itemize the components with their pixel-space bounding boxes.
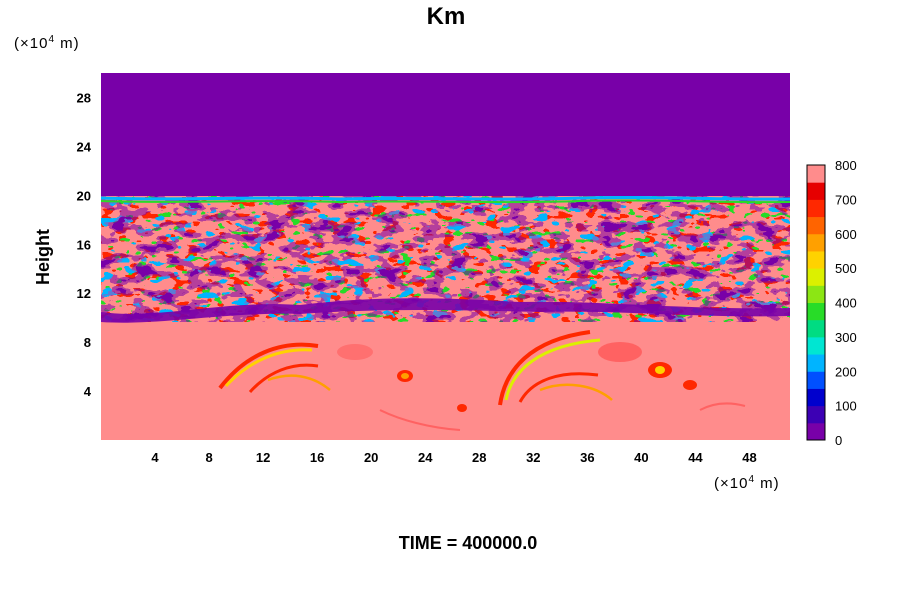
eddy-arc-right-3 <box>539 383 613 401</box>
eddy-arc-left-2 <box>248 363 319 394</box>
chart-title: Km <box>427 3 466 30</box>
upper-boundary-edge-green <box>101 199 790 204</box>
colorbar-swatch <box>807 354 825 372</box>
x-unit-exponent: 4 <box>748 474 755 485</box>
colorbar-swatch <box>807 268 825 286</box>
colorbar-swatch <box>807 250 825 269</box>
x-tick-label: 36 <box>580 450 594 465</box>
colorbar-tick-label: 400 <box>835 296 857 311</box>
eddy-arc-left-inner <box>224 348 313 388</box>
x-tick-label: 40 <box>634 450 648 465</box>
faint-streak-1 <box>379 409 461 431</box>
colorbar <box>807 165 825 441</box>
colorbar-swatch <box>807 233 825 252</box>
colorbar-swatch <box>807 199 825 218</box>
y-tick-label: 16 <box>77 237 91 252</box>
faint-streak-2 <box>699 402 746 411</box>
purple-streak-lower <box>101 298 790 323</box>
y-tick-label: 8 <box>84 335 91 350</box>
eddy-spot-5 <box>598 342 642 362</box>
upper-boundary-edge <box>101 195 790 201</box>
y-unit-prefix: (×10 <box>14 35 48 52</box>
y-tick-label: 12 <box>77 286 91 301</box>
colorbar-swatch <box>807 388 825 407</box>
colorbar-tick-label: 600 <box>835 227 857 242</box>
eddy-arc-left-3 <box>267 374 331 391</box>
colorbar-tick-label: 500 <box>835 261 857 276</box>
x-ticks: 4 8 12 16 20 24 28 32 36 40 44 48 <box>151 450 756 465</box>
y-axis-unit: (×104 m) <box>14 34 80 52</box>
y-ticks: 4 8 12 16 20 24 28 <box>77 90 92 399</box>
colorbar-tick-label: 800 <box>835 158 857 173</box>
colorbar-tick-label: 300 <box>835 330 857 345</box>
eddy-spot-3 <box>457 404 467 412</box>
colorbar-tick-label: 100 <box>835 399 857 414</box>
colorbar-swatch <box>807 165 825 183</box>
eddy-spot-4 <box>337 344 373 360</box>
eddy-spot-1-core <box>401 373 409 379</box>
colorbar-swatch <box>807 285 825 303</box>
time-label: TIME = 400000.0 <box>399 533 538 553</box>
colorbar-swatch <box>807 371 825 389</box>
x-axis-unit: (×104 m) <box>714 474 780 492</box>
colorbar-tick-label: 200 <box>835 364 857 379</box>
x-tick-label: 28 <box>472 450 486 465</box>
x-unit-prefix: (×10 <box>714 475 748 492</box>
colorbar-swatch <box>807 336 825 355</box>
region-upper-layer <box>101 73 790 198</box>
eddy-arc-left-outer <box>218 342 319 390</box>
y-tick-label: 28 <box>77 90 91 105</box>
y-tick-label: 4 <box>84 384 92 399</box>
x-tick-label: 44 <box>688 450 703 465</box>
x-unit-suffix: m) <box>755 475 780 492</box>
y-tick-label: 24 <box>77 139 92 154</box>
eddy-spot-6 <box>683 380 697 390</box>
colorbar-tick-label: 0 <box>835 433 842 448</box>
colorbar-tick-label: 700 <box>835 192 857 207</box>
x-tick-label: 12 <box>256 450 270 465</box>
plot-area <box>101 73 790 440</box>
y-unit-exponent: 4 <box>48 34 55 45</box>
x-tick-label: 16 <box>310 450 324 465</box>
eddy-arc-right-2 <box>518 372 599 403</box>
colorbar-swatch <box>807 182 825 200</box>
colorbar-swatch <box>807 405 825 424</box>
x-tick-label: 32 <box>526 450 540 465</box>
colorbar-ticks: 0 100 200 300 400 500 600 700 800 <box>835 158 857 448</box>
y-axis-label: Height <box>33 229 53 285</box>
x-tick-label: 24 <box>418 450 433 465</box>
x-tick-label: 48 <box>742 450 756 465</box>
colorbar-swatch <box>807 302 825 321</box>
x-tick-label: 4 <box>151 450 159 465</box>
colorbar-swatch <box>807 422 825 441</box>
eddy-arc-right-outer <box>498 330 591 406</box>
colorbar-swatch <box>807 216 825 235</box>
x-tick-label: 8 <box>205 450 212 465</box>
colorbar-frame <box>806 164 826 441</box>
y-tick-label: 20 <box>77 188 91 203</box>
eddy-arc-right-inner <box>504 338 601 401</box>
region-lower-layer <box>101 318 790 440</box>
x-tick-label: 20 <box>364 450 378 465</box>
y-unit-suffix: m) <box>55 35 80 52</box>
colorbar-swatch <box>807 319 825 338</box>
eddy-spot-2-core <box>655 366 665 374</box>
